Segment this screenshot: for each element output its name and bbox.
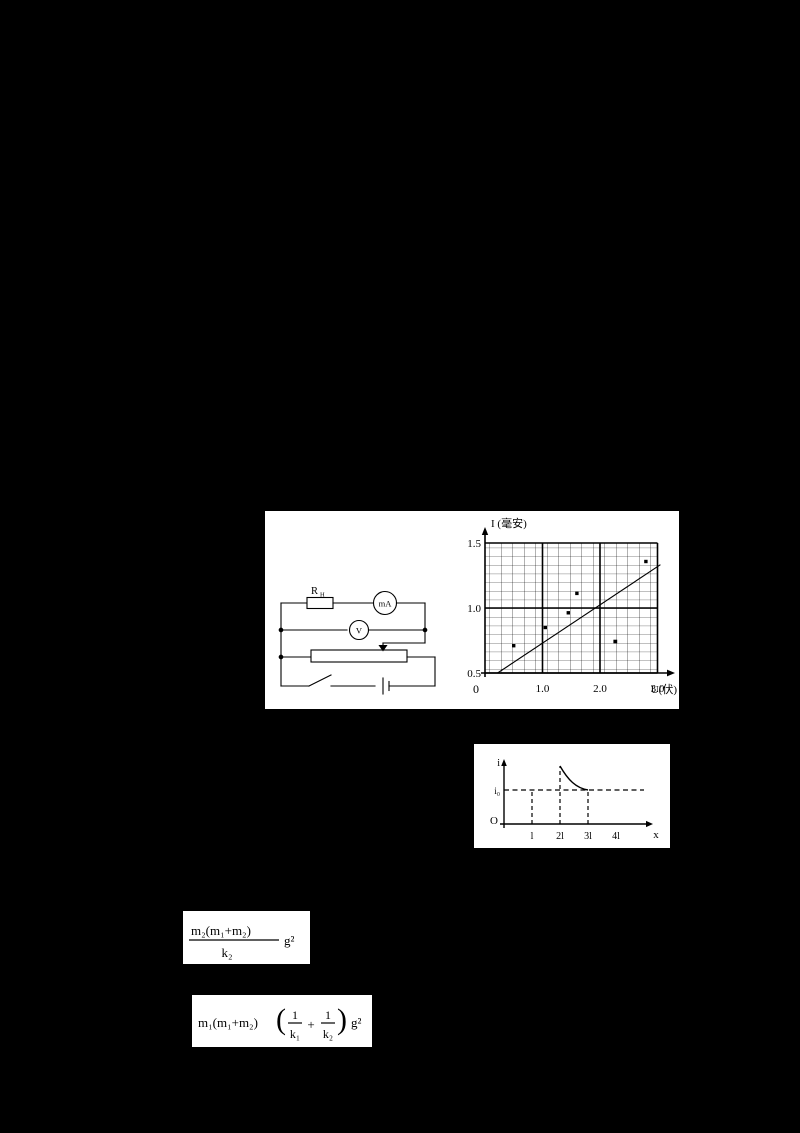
- formula-2-frac2-denominator: k₂: [323, 1027, 333, 1041]
- data-point: [644, 559, 648, 564]
- formula-2-frac1-denominator: k₁: [290, 1027, 300, 1041]
- junction-dot: [422, 627, 428, 633]
- formula-1-trailing: g²: [284, 933, 295, 948]
- guide-lines: [531, 766, 589, 824]
- y-tick-label: 1.5: [467, 538, 481, 550]
- y-axis-label: I (毫安): [491, 516, 527, 530]
- x-tick-label: 2l: [556, 831, 564, 842]
- ix-line-chart: i i₀ O l 2l 3l 4l x: [490, 758, 659, 842]
- x-axis-arrow-icon: [646, 820, 653, 828]
- x-axis-arrow-icon: [667, 669, 675, 677]
- data-point: [543, 625, 547, 630]
- battery-icon: [382, 677, 390, 695]
- formula-2-operator: +: [307, 1017, 314, 1032]
- x-tick-label: 3.0: [651, 683, 665, 695]
- formula-2-prefix: m₁(m₁+m₂): [198, 1015, 258, 1030]
- left-paren: (: [276, 1003, 286, 1036]
- data-point: [512, 644, 516, 648]
- rheostat-slider-icon: [310, 649, 408, 663]
- resistor-icon: [306, 596, 334, 610]
- formula-2-frac1-numerator: 1: [292, 1008, 298, 1022]
- right-paren: ): [337, 1003, 347, 1036]
- data-point-outlier: [613, 639, 618, 644]
- x-tick-label: 1.0: [536, 683, 550, 695]
- x-tick-label: l: [531, 831, 534, 842]
- milliammeter-label: mA: [379, 599, 393, 609]
- y-axis-arrow-icon: [501, 759, 507, 766]
- data-points: [512, 559, 648, 648]
- y-axis-label: i: [497, 758, 500, 769]
- formula-expression-1: m₂(m₁+m₂) k₂ g²: [183, 911, 310, 964]
- voltmeter-label: V: [356, 626, 363, 636]
- circuit-diagram: R H mA V: [278, 586, 436, 695]
- formula-2-frac2-numerator: 1: [325, 1008, 331, 1022]
- formula-1-denominator: k₂: [221, 945, 232, 960]
- x-tick-label: 2.0: [593, 683, 607, 695]
- formula-1-numerator: m₂(m₁+m₂): [191, 923, 251, 938]
- switch-icon: [308, 674, 332, 687]
- decay-curve: [559, 765, 589, 791]
- axes: [481, 533, 669, 677]
- data-point: [566, 611, 570, 615]
- axes: [500, 764, 650, 828]
- resistor-label: R: [311, 586, 318, 597]
- formula-expression-2: m₁(m₁+m₂) ( 1 k₁ + 1 k₂ ) g²: [192, 995, 372, 1047]
- iu-scatter-chart: I (毫安) 1.5 1.0 0.5 0 1.0 2.0 3.0 U(伏): [467, 516, 677, 696]
- x-tick-label: 4l: [612, 831, 620, 842]
- x-axis-label: U(伏): [651, 682, 677, 696]
- y-axis-arrow-icon: [481, 527, 489, 535]
- y-tick-label: 1.0: [467, 603, 481, 615]
- junction-dot: [278, 654, 284, 660]
- resistor-label-subscript: H: [320, 592, 325, 599]
- origin-label: O: [490, 815, 498, 827]
- level-label-i0: i₀: [494, 786, 500, 796]
- fit-line: [497, 564, 661, 674]
- data-point: [575, 591, 579, 596]
- slider-arrow-icon: [378, 644, 388, 652]
- y-tick-label: 0.5: [467, 668, 481, 680]
- x-tick-label: 3l: [584, 831, 592, 842]
- origin-label: 0: [473, 682, 479, 696]
- x-axis-label: x: [653, 829, 659, 841]
- formula-2-trailing: g²: [351, 1015, 362, 1030]
- figure-panel-current-position: i i₀ O l 2l 3l 4l x: [474, 744, 670, 848]
- figure-panel-circuit-and-graph: R H mA V: [265, 511, 679, 709]
- junction-dot: [278, 627, 284, 633]
